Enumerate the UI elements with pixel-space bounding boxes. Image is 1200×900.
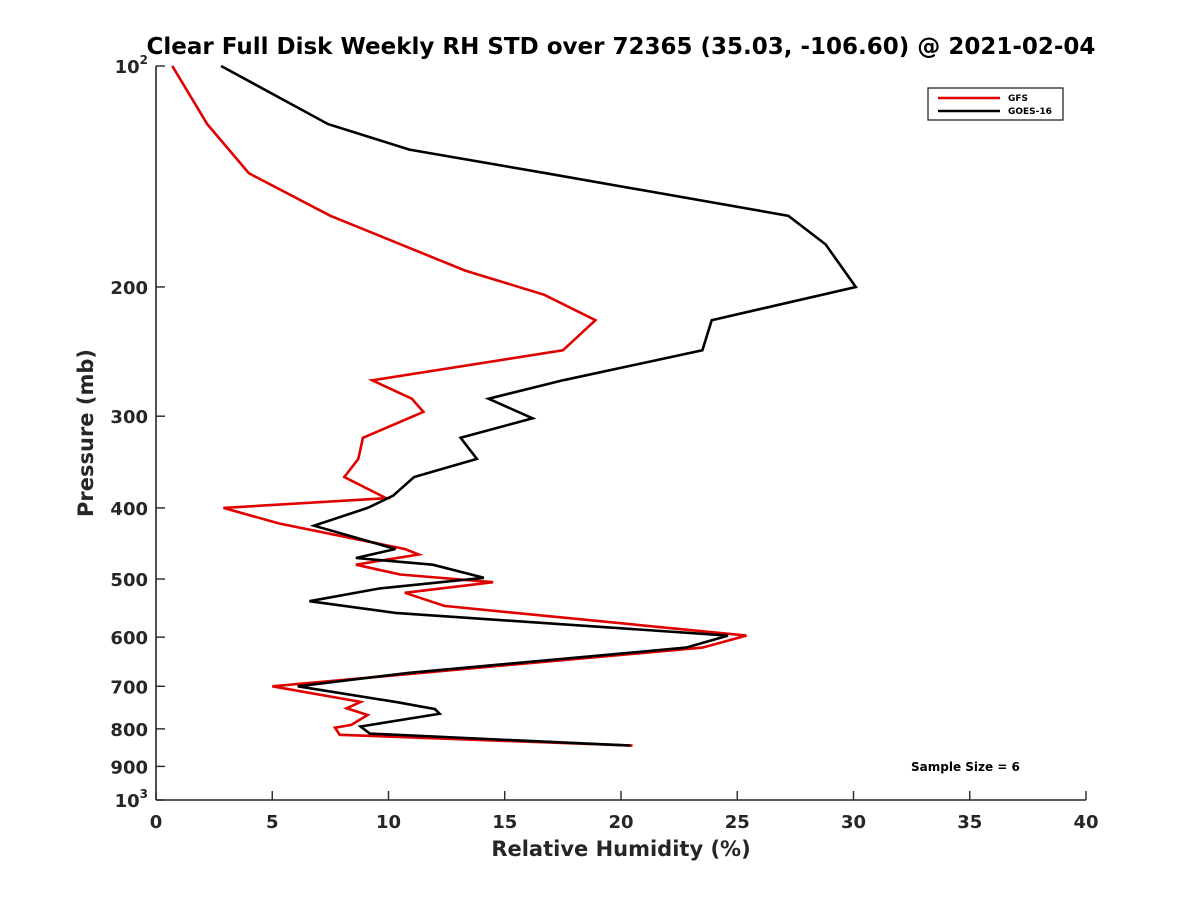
sample-size-annotation: Sample Size = 6: [911, 760, 1020, 774]
y-tick-label: 900: [110, 757, 148, 778]
y-tick-label: 103: [115, 787, 148, 812]
x-axis-label: Relative Humidity (%): [491, 837, 750, 861]
x-tick-label: 10: [376, 812, 401, 833]
y-tick-label: 400: [110, 499, 148, 520]
legend-label-goes-16: GOES-16: [1008, 107, 1052, 117]
y-axis-label: Pressure (mb): [74, 349, 98, 517]
y-tick-label: 800: [110, 720, 148, 741]
chart-title: Clear Full Disk Weekly RH STD over 72365…: [147, 34, 1096, 60]
series-line-goes-16: [220, 64, 858, 747]
x-tick-label: 15: [492, 812, 517, 833]
y-tick-exponent: 2: [140, 53, 148, 67]
legend-label-gfs: GFS: [1008, 94, 1028, 104]
series-lines: [171, 64, 858, 747]
x-tick-label: 25: [725, 812, 750, 833]
legend: GFS GOES-16: [927, 87, 1064, 121]
y-tick-label: 700: [110, 677, 148, 698]
y-tick-label: 500: [110, 570, 148, 591]
y-tick-label: 200: [110, 278, 148, 299]
x-tick-label: 40: [1073, 812, 1098, 833]
y-tick-label: 102: [115, 53, 148, 78]
x-tick-label: 5: [266, 812, 279, 833]
y-axis-ticks: 102 200 300 400 500 600 700 800 900 103: [110, 53, 165, 812]
series-line-gfs: [171, 65, 747, 747]
x-tick-label: 30: [841, 812, 866, 833]
y-tick-exponent: 3: [140, 787, 148, 801]
legend-box: [927, 87, 1064, 121]
x-tick-label: 20: [608, 812, 633, 833]
x-tick-label: 0: [150, 812, 163, 833]
x-tick-label: 35: [957, 812, 982, 833]
y-tick-label: 300: [110, 407, 148, 428]
x-axis-ticks: 0 5 10 15 20 25 30 35 40: [150, 791, 1099, 833]
y-tick-label: 600: [110, 628, 148, 649]
